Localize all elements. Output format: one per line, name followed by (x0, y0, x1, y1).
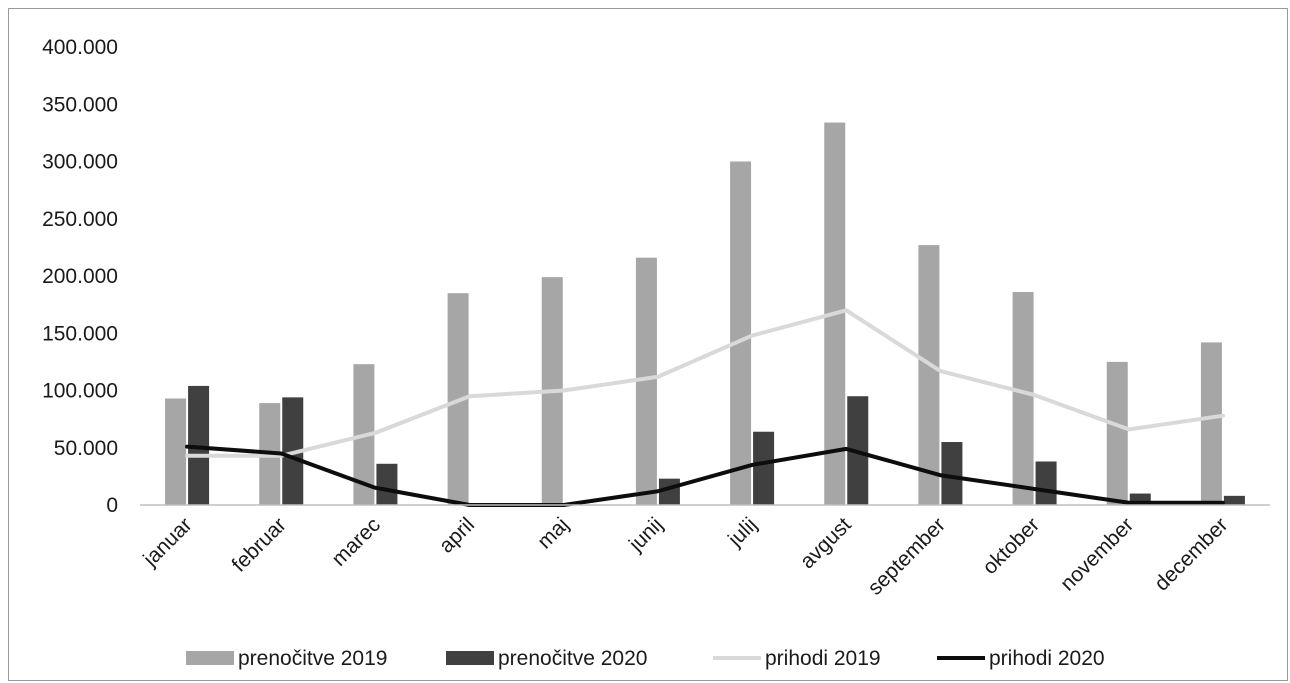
legend-label: prenočitve 2019 (238, 647, 387, 670)
lines (185, 308, 1225, 507)
bars (165, 122, 1245, 505)
x-tick-label: oktober (978, 513, 1044, 579)
x-tick-label: april (435, 513, 479, 557)
bar-2019 (1106, 361, 1128, 505)
bar-2019 (1012, 292, 1034, 505)
y-tick-label: 150.000 (42, 322, 118, 345)
x-tick-label: avgust (796, 513, 856, 573)
y-tick-label: 400.000 (42, 36, 118, 59)
bar-2019 (635, 257, 657, 505)
legend-item: prihodi 2020 (937, 647, 1105, 670)
legend-item: prenočitve 2020 (446, 647, 647, 670)
bar-2020 (1223, 495, 1245, 505)
line-prihodi-2020 (185, 444, 1225, 507)
bar-2020 (1035, 461, 1057, 505)
y-tick-label: 300.000 (42, 151, 118, 174)
legend-label: prihodi 2019 (765, 647, 881, 670)
x-tick-label: november (1056, 513, 1138, 595)
y-axis: 0 50.000 100.000 150.000 200.000 250.000 300.0… (42, 36, 118, 517)
bar-2019 (730, 161, 752, 505)
x-tick-label: marec (327, 513, 385, 571)
bar-2019 (165, 398, 187, 505)
y-tick-label: 350.000 (42, 93, 118, 116)
x-tick-label: februar (227, 513, 290, 576)
x-tick-label: maj (533, 513, 573, 553)
y-tick-label: 200.000 (42, 265, 118, 288)
legend: prenočitve 2019 prenočitve 2020 prihodi 20… (186, 647, 1105, 670)
y-tick-label: 50.000 (54, 437, 118, 460)
x-tick-label: januar (138, 513, 196, 571)
line-prihodi-2019 (185, 308, 1225, 458)
x-tick-label: september (864, 513, 950, 599)
legend-swatch (446, 651, 494, 665)
y-tick-label: 100.000 (42, 380, 118, 403)
bar-2020 (753, 431, 775, 505)
legend-item: prihodi 2019 (713, 647, 881, 670)
bar-2019 (918, 245, 940, 505)
legend-label: prenočitve 2020 (498, 647, 647, 670)
legend-label: prihodi 2020 (989, 647, 1105, 670)
y-tick-label: 250.000 (42, 208, 118, 231)
y-tick-label: 0 (106, 494, 118, 517)
x-tick-label: julij (723, 513, 761, 551)
bar-2020 (941, 442, 963, 505)
x-axis: januar februar marec april maj junij julij avgu… (138, 504, 1270, 600)
bar-2019 (1200, 342, 1222, 505)
bar-2020 (1129, 493, 1151, 505)
x-tick-label: junij (624, 513, 667, 556)
x-tick-label: december (1150, 513, 1232, 595)
legend-swatch (186, 651, 234, 665)
bar-2020 (376, 463, 398, 505)
legend-item: prenočitve 2019 (186, 647, 387, 670)
